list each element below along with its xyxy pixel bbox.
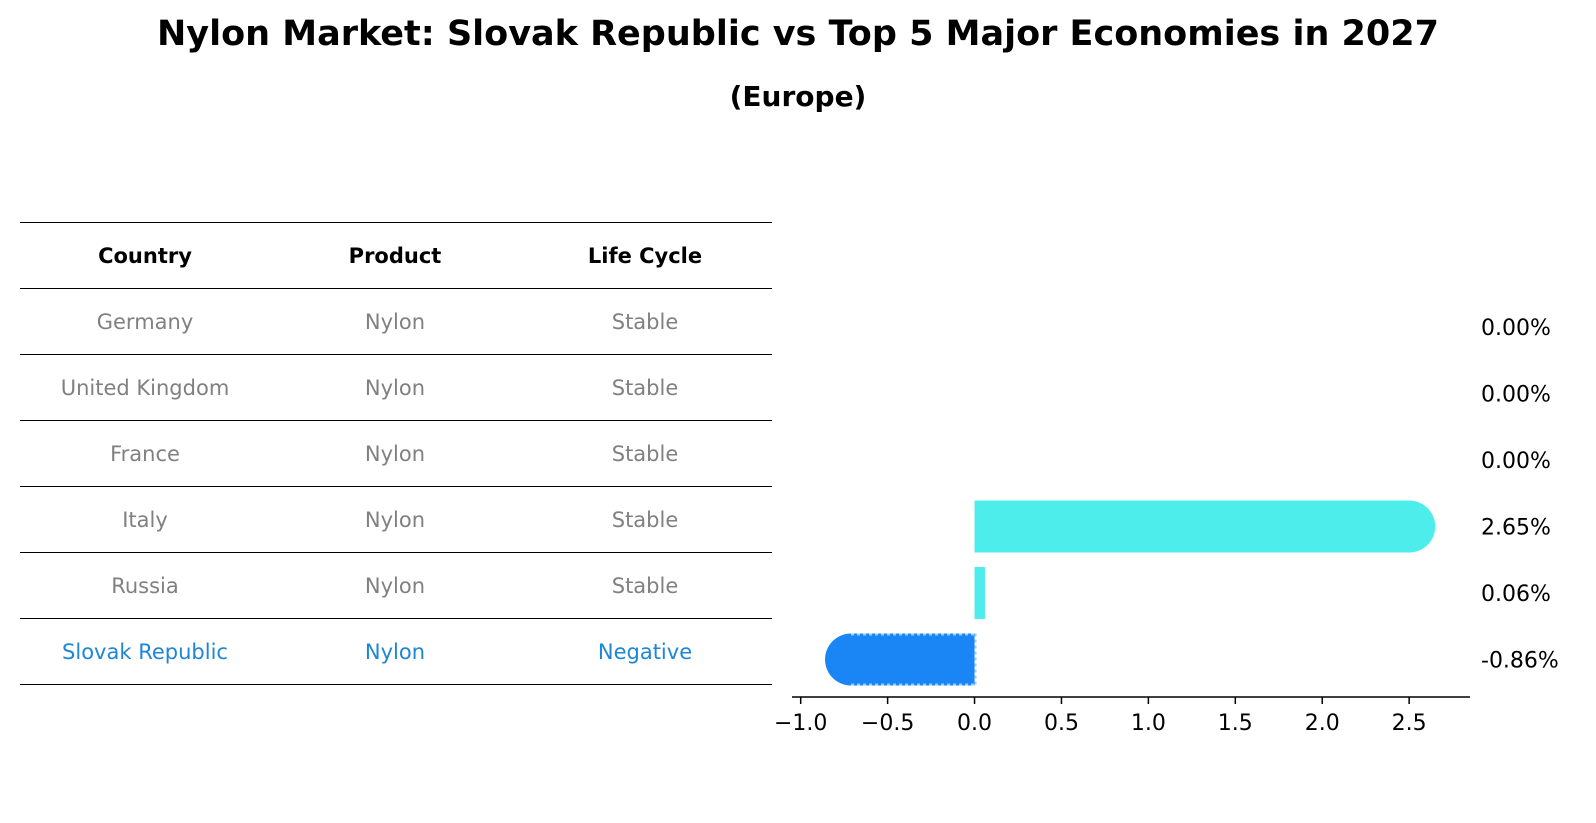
table-header-row: Country Product Life Cycle: [20, 222, 772, 288]
table-cell-country: Russia: [111, 573, 179, 598]
column-header-country: Country: [98, 243, 192, 268]
table-cell-country: Slovak Republic: [62, 639, 228, 664]
column-header-product: Product: [348, 243, 442, 268]
table-cell-country: United Kingdom: [60, 375, 230, 400]
table-row: Italy Nylon Stable: [20, 486, 772, 552]
table-row-highlighted: Slovak Republic Nylon Negative: [20, 618, 772, 685]
table-cell-product: Nylon: [364, 573, 426, 598]
table-cell-life-cycle: Stable: [611, 375, 679, 400]
bar: [825, 633, 975, 686]
country-table: Country Product Life Cycle Germany Nylon…: [20, 222, 772, 685]
x-tick-label: 0.0: [957, 711, 992, 736]
table-cell-life-cycle: Stable: [611, 309, 679, 334]
table-row: France Nylon Stable: [20, 420, 772, 486]
table-cell-life-cycle: Stable: [611, 507, 679, 532]
bar: [974, 500, 1436, 553]
table-cell-product: Nylon: [364, 507, 426, 532]
data-label: 0.00%: [1481, 449, 1551, 474]
table-cell-product: Nylon: [364, 375, 426, 400]
table-row: Russia Nylon Stable: [20, 552, 772, 618]
chart-title: Nylon Market: Slovak Republic vs Top 5 M…: [157, 14, 1439, 54]
table-row: Germany Nylon Stable: [20, 288, 772, 354]
x-tick-label: 1.5: [1218, 711, 1253, 736]
column-header-life-cycle: Life Cycle: [587, 243, 703, 268]
table-cell-country: Italy: [122, 507, 168, 532]
data-label: 0.00%: [1481, 316, 1551, 341]
bar: [974, 567, 985, 619]
chart-subtitle: (Europe): [729, 80, 867, 113]
x-tick-label: 1.0: [1131, 711, 1166, 736]
data-label: 0.00%: [1481, 383, 1551, 408]
table-cell-product: Nylon: [364, 639, 426, 664]
x-tick-label: 0.5: [1044, 711, 1079, 736]
table-cell-country: France: [110, 441, 180, 466]
table-cell-life-cycle: Negative: [597, 639, 693, 664]
x-tick-label: 2.5: [1392, 711, 1427, 736]
x-tick-label: −1.0: [774, 711, 827, 736]
table-row: United Kingdom Nylon Stable: [20, 354, 772, 420]
table-cell-product: Nylon: [364, 441, 426, 466]
data-label: 2.65%: [1481, 516, 1551, 541]
x-tick-label: 2.0: [1305, 711, 1340, 736]
table-cell-life-cycle: Stable: [611, 573, 679, 598]
table-cell-country: Germany: [96, 309, 194, 334]
x-tick-label: −0.5: [861, 711, 914, 736]
data-label: 0.06%: [1481, 582, 1551, 607]
data-label: -0.86%: [1481, 649, 1559, 674]
table-cell-life-cycle: Stable: [611, 441, 679, 466]
table-cell-product: Nylon: [364, 309, 426, 334]
